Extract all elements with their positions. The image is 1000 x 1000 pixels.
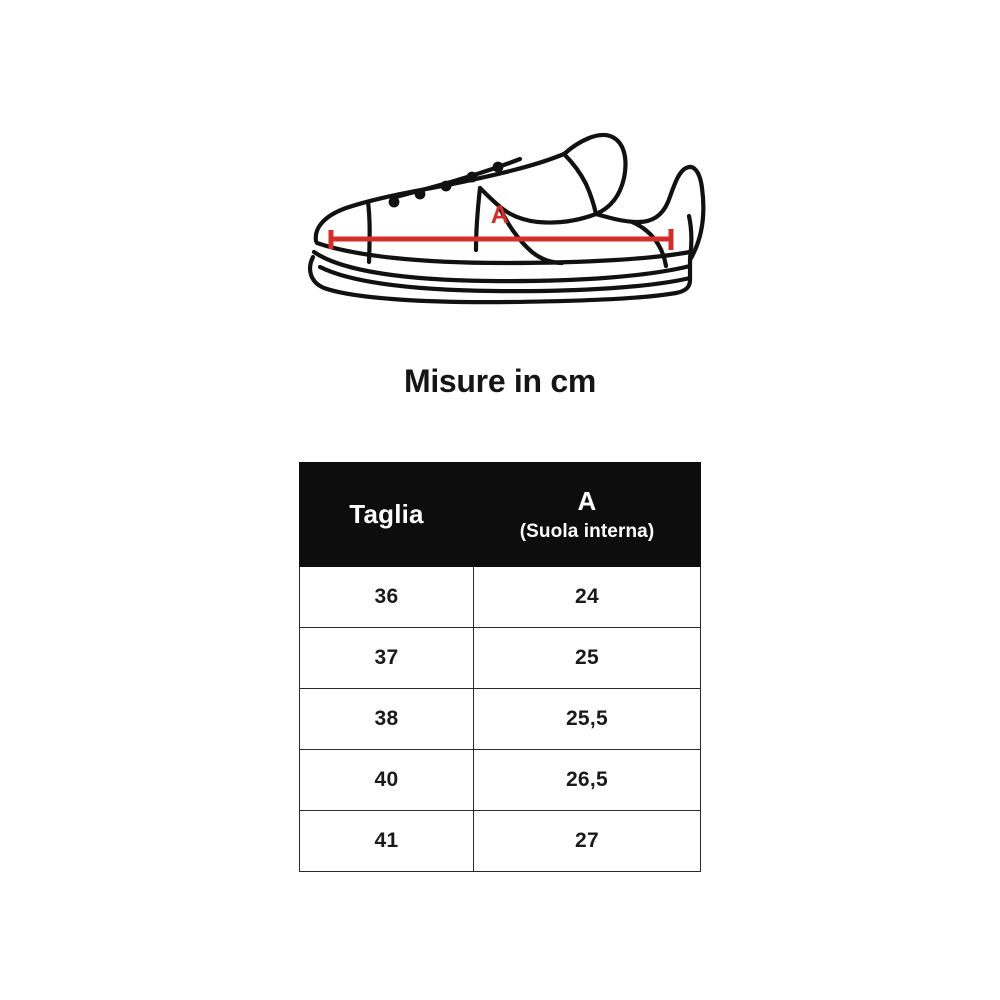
column-header-size-label: Taglia xyxy=(349,498,424,529)
measurement-line-a xyxy=(328,229,674,250)
cell-size: 41 xyxy=(299,810,474,872)
table-row: 41 27 xyxy=(299,810,701,872)
cell-insole-length: 24 xyxy=(473,566,701,628)
column-header-a-label: A xyxy=(577,485,597,516)
cell-insole-length: 25 xyxy=(473,627,701,689)
size-table-header: Taglia A (Suola interna) xyxy=(299,462,701,567)
shoe-diagram: A xyxy=(280,110,720,315)
size-table: Taglia A (Suola interna) 36 24 37 25 xyxy=(299,462,701,872)
cell-size: 37 xyxy=(299,627,474,689)
cell-size: 40 xyxy=(299,749,474,811)
cell-size: 36 xyxy=(299,566,474,628)
table-header-row: Taglia A (Suola interna) xyxy=(299,462,701,567)
table-row: 36 24 xyxy=(299,566,701,628)
cell-size: 38 xyxy=(299,688,474,750)
cell-insole-length: 27 xyxy=(473,810,701,872)
lace-eyelets xyxy=(388,161,504,208)
column-header-a-sublabel: (Suola interna) xyxy=(519,520,655,542)
size-table-body: 36 24 37 25 38 25,5 40 26,5 41 27 xyxy=(299,566,701,872)
column-header-a: A (Suola interna) xyxy=(473,462,701,567)
cell-insole-length: 25,5 xyxy=(473,688,701,750)
column-header-size: Taglia xyxy=(299,462,474,567)
page-title: Misure in cm xyxy=(403,363,596,399)
measurement-label-a: A xyxy=(490,201,510,229)
sneaker-outline-icon xyxy=(308,132,706,305)
table-row: 37 25 xyxy=(299,627,701,689)
table-row: 38 25,5 xyxy=(299,688,701,750)
cell-insole-length: 26,5 xyxy=(473,749,701,811)
table-row: 40 26,5 xyxy=(299,749,701,811)
